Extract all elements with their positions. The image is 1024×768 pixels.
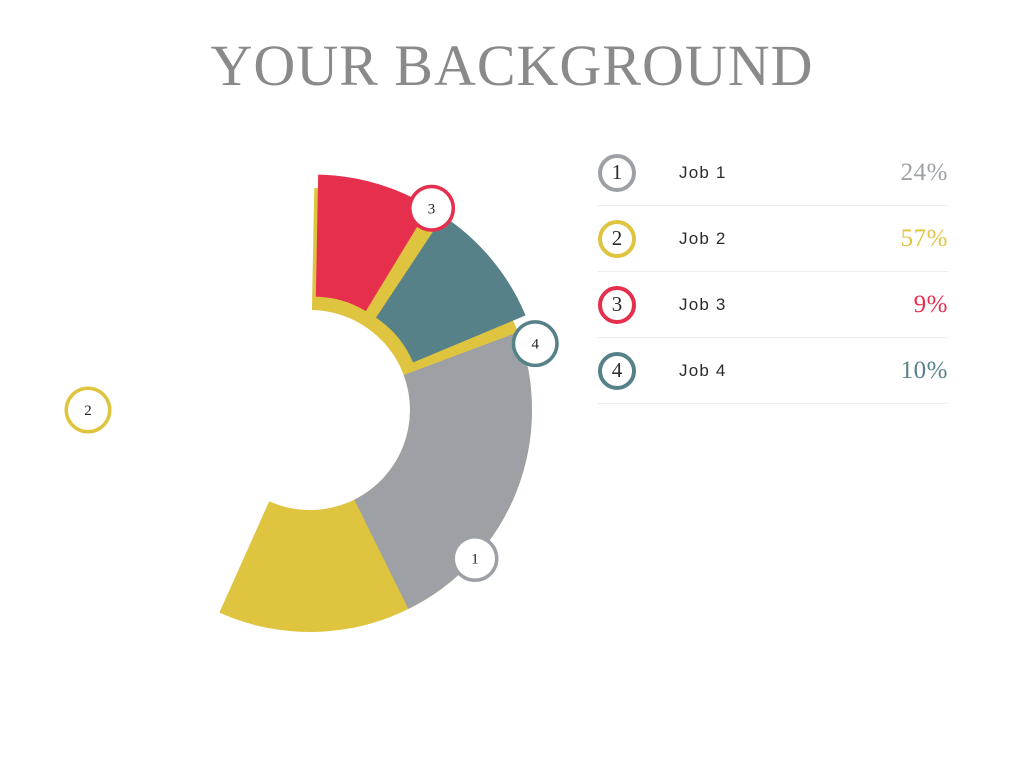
donut-badge-label-1: 1 <box>471 552 479 568</box>
donut-badge-4[interactable]: 4 <box>511 320 559 368</box>
donut-badge-disc-4 <box>515 323 556 364</box>
legend-row-job-1[interactable]: 1 Job 1 24% <box>598 140 948 206</box>
donut-badge-label-2: 2 <box>84 403 92 419</box>
donut-chart: 2 3 4 1 <box>60 160 570 660</box>
legend-value-job-3: 9% <box>913 290 948 318</box>
donut-badge-ring-3 <box>408 184 456 232</box>
donut-badge-1[interactable]: 1 <box>451 535 499 583</box>
donut-badge-label-3: 3 <box>428 201 436 217</box>
legend-row-job-4[interactable]: 4 Job 4 10% <box>598 338 948 404</box>
donut-badge-disc-1 <box>454 538 495 579</box>
page-title: YOUR BACKGROUND <box>210 33 814 98</box>
donut-slice-job-3[interactable] <box>315 174 430 312</box>
legend-label-job-2: Job 2 <box>679 228 727 248</box>
donut-badge-label-4: 4 <box>531 337 539 353</box>
legend-value-job-4: 10% <box>900 356 948 384</box>
donut-badge-disc-2 <box>68 390 108 430</box>
donut-chart-svg: 2 3 4 1 <box>64 174 559 633</box>
donut-slice-job-4[interactable] <box>375 215 526 363</box>
donut-badge-ring-4 <box>511 320 559 368</box>
donut-badge-ring-1 <box>451 535 499 583</box>
donut-badge-2[interactable]: 2 <box>64 386 112 434</box>
legend-value-job-1: 24% <box>900 158 948 186</box>
donut-badge-layer: 2 3 4 1 <box>64 184 559 583</box>
legend-badge-2: 2 <box>598 219 636 258</box>
legend-badge-3: 3 <box>598 285 636 324</box>
legend-label-job-4: Job 4 <box>679 360 727 380</box>
legend-badge-4: 4 <box>598 351 636 390</box>
legend-value-job-2: 57% <box>900 224 948 252</box>
donut-badge-disc-3 <box>411 188 452 229</box>
legend-label-job-3: Job 3 <box>679 294 727 314</box>
donut-badge-ring-2 <box>64 386 112 434</box>
donut-badge-3[interactable]: 3 <box>408 184 456 232</box>
legend-badge-1: 1 <box>598 153 636 192</box>
legend-row-job-3[interactable]: 3 Job 3 9% <box>598 272 948 338</box>
legend-label-job-1: Job 1 <box>679 162 727 182</box>
legend-row-job-2[interactable]: 2 Job 2 57% <box>598 206 948 272</box>
legend-list: 1 Job 1 24% 2 Job 2 57% 3 Job 3 9% 4 Job… <box>598 140 948 404</box>
